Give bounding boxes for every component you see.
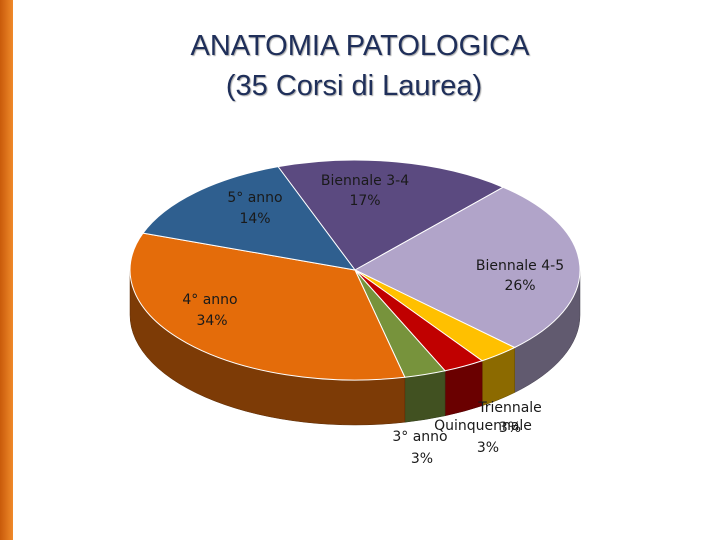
- pie-slice: [277, 159, 505, 271]
- slice-label: 4° anno: [182, 292, 237, 308]
- slice-value-label: 3%: [411, 451, 433, 467]
- slice-value-label: 14%: [239, 211, 270, 227]
- pie-slice: [142, 166, 357, 271]
- slice-label: Triennale: [477, 400, 542, 416]
- slice-label: Biennale 3-4: [321, 173, 409, 189]
- slice-label: 5° anno: [227, 190, 282, 206]
- slice-value-label: 34%: [196, 313, 227, 329]
- slice-value-label: 3%: [499, 420, 521, 436]
- slice-label: 3° anno: [392, 429, 447, 445]
- pie-slice: [353, 186, 581, 349]
- pie-slice: [129, 232, 406, 381]
- chart-title: ANATOMIA PATOLOGICA: [190, 30, 530, 62]
- side-bar: [0, 0, 13, 540]
- slice-value-label: 26%: [504, 278, 535, 294]
- pie-side: [404, 370, 446, 423]
- chart-subtitle: (35 Corsi di Laurea): [225, 70, 483, 102]
- slice-value-label: 17%: [349, 193, 380, 209]
- slice-value-label: 3%: [477, 440, 499, 456]
- slice-label: Biennale 4-5: [476, 258, 564, 274]
- slice-label: Quinquennale: [434, 418, 532, 434]
